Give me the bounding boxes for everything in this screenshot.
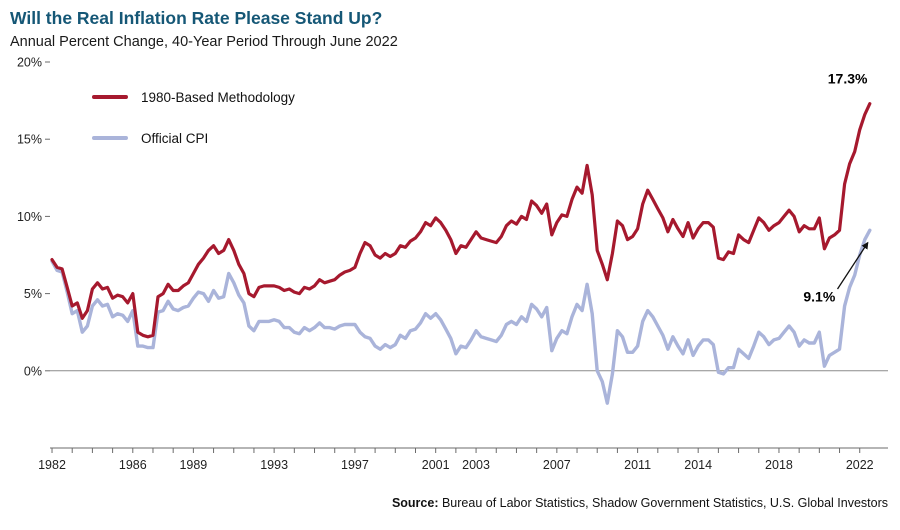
legend-label-1980-based: 1980-Based Methodology [141,89,295,105]
legend-swatch-red-line [92,95,128,100]
x-tick-label: 2018 [765,458,793,472]
x-tick-label: 2001 [422,458,450,472]
series-line-official-cpi [50,228,872,405]
source-line: Source: Bureau of Labor Statistics, Shad… [0,496,900,510]
chart-area: 1982 1986 1989 1993 1997 2001 2003 2007 2011 2014… [0,52,900,492]
series-line-1980-based-methodology [50,101,872,339]
page-title: Will the Real Inflation Rate Please Stan… [10,8,383,28]
y-tick-label: 10% [17,210,42,224]
y-tick-label: 15% [17,133,42,147]
x-tick-label: 1993 [260,458,288,472]
annotation-arrow [836,241,869,290]
x-tick-label: 2022 [846,458,874,472]
x-tick-label: 2007 [543,458,571,472]
y-tick-label: 20% [17,55,42,69]
x-tick-label: 2011 [624,458,651,472]
source-label: Source: [391,495,439,510]
legend-item-official-cpi: Official CPI [92,131,295,146]
y-tick-label: 0% [24,364,42,378]
source-text: Bureau of Labor Statistics, Shadow Gover… [438,495,888,510]
chart-legend: 1980-Based Methodology Official CPI [92,90,295,146]
page-subtitle: Annual Percent Change, 40-Year Period Th… [10,33,398,50]
x-tick-label: 1986 [119,458,147,472]
legend-label-official-cpi: Official CPI [141,130,209,146]
annotation-label: 17.3% [828,70,868,86]
x-tick-label: 2014 [684,458,712,472]
annotation-label: 9.1% [803,288,835,304]
x-tick-label: 2003 [462,458,490,472]
chart-header: Will the Real Inflation Rate Please Stan… [0,0,900,50]
inflation-line-chart: 1982 1986 1989 1993 1997 2001 2003 2007 2011 2014… [17,55,888,472]
legend-swatch-blue-line [92,136,128,141]
x-tick-label: 1989 [179,458,207,472]
legend-item-1980-based: 1980-Based Methodology [92,90,295,105]
x-tick-label: 1982 [38,458,66,472]
y-tick-label: 5% [24,287,42,301]
x-tick-label: 1997 [341,458,369,472]
